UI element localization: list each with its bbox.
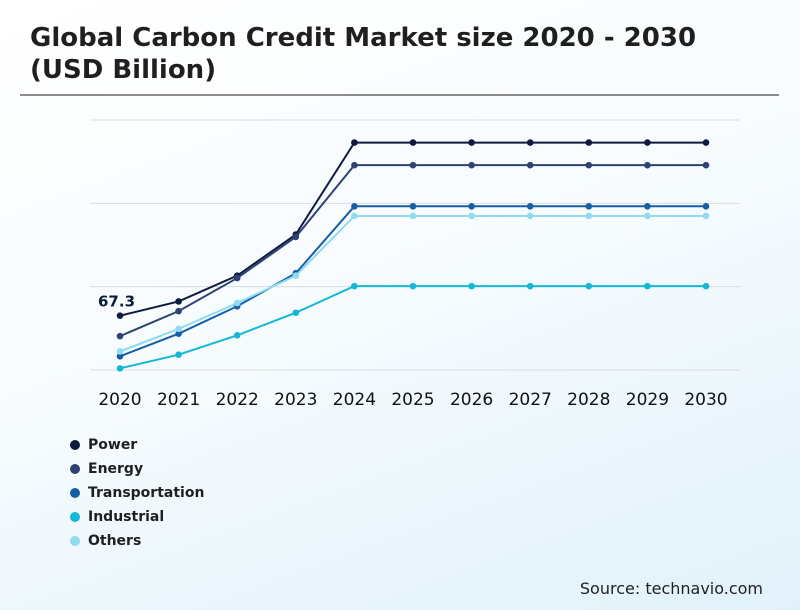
x-tick-label: 2023	[274, 390, 317, 410]
data-point-others	[526, 212, 534, 220]
legend-swatch	[70, 464, 80, 474]
data-point-others	[233, 299, 241, 307]
x-tick-label: 2021	[157, 390, 200, 410]
data-point-energy	[351, 161, 358, 169]
data-point-transportation	[351, 202, 358, 210]
data-point-industrial	[175, 351, 182, 358]
source-credit: Source: technavio.com	[579, 579, 763, 598]
legend-swatch	[70, 488, 80, 498]
data-point-transportation	[585, 202, 593, 210]
data-point-industrial	[292, 309, 300, 317]
x-tick-label: 2030	[684, 390, 727, 410]
data-point-industrial	[644, 282, 651, 290]
data-label: 67.3	[98, 293, 135, 311]
data-point-others	[351, 212, 358, 220]
x-tick-label: 2024	[333, 390, 376, 410]
chart-legend: Power Energy Transportation Industrial Other…	[70, 433, 204, 553]
data-point-transportation	[116, 352, 124, 360]
data-point-power	[175, 298, 182, 305]
data-point-power	[409, 139, 417, 146]
legend-item: Others	[70, 529, 204, 553]
series-line-power	[119, 141, 706, 317]
data-point-others	[585, 212, 593, 220]
data-point-others	[292, 272, 300, 279]
data-point-power	[116, 312, 124, 320]
data-point-others	[116, 348, 124, 355]
data-point-transportation	[468, 202, 475, 210]
data-point-industrial	[116, 365, 124, 372]
data-point-energy	[644, 161, 651, 169]
legend-swatch	[70, 440, 80, 450]
data-point-transportation	[526, 202, 534, 210]
data-point-industrial	[233, 332, 241, 339]
legend-item: Power	[70, 433, 204, 457]
x-tick-label: 2026	[450, 390, 493, 410]
data-point-others	[409, 212, 417, 220]
legend-item: Industrial	[70, 505, 204, 529]
data-point-energy	[526, 161, 534, 169]
legend-item: Transportation	[70, 481, 204, 505]
data-point-transportation	[409, 202, 417, 210]
data-point-industrial	[351, 282, 358, 290]
data-point-power	[702, 139, 710, 146]
data-point-industrial	[585, 282, 593, 290]
data-point-transportation	[702, 202, 710, 210]
data-point-energy	[702, 161, 710, 169]
data-point-industrial	[468, 282, 475, 290]
data-point-power	[585, 139, 593, 146]
legend-swatch	[70, 536, 80, 546]
data-point-energy	[409, 161, 417, 169]
data-point-industrial	[409, 282, 417, 290]
data-point-others	[175, 325, 182, 333]
x-tick-label: 2027	[509, 390, 552, 410]
legend-item: Energy	[70, 457, 204, 481]
series-line-industrial	[119, 285, 706, 370]
data-point-energy	[175, 307, 182, 315]
series-line-energy	[119, 164, 706, 338]
data-point-power	[526, 139, 534, 146]
data-point-energy	[468, 161, 475, 169]
legend-label: Industrial	[88, 509, 165, 525]
legend-label: Power	[88, 437, 138, 453]
legend-swatch	[70, 512, 80, 522]
legend-label: Others	[88, 533, 142, 549]
data-point-power	[468, 139, 475, 146]
data-point-energy	[292, 233, 300, 241]
data-point-others	[468, 212, 475, 220]
data-point-transportation	[644, 202, 651, 210]
data-point-energy	[233, 274, 241, 282]
data-point-energy	[116, 332, 124, 340]
title-divider	[20, 94, 779, 96]
data-point-transportation	[175, 330, 182, 338]
x-tick-label: 2029	[626, 390, 669, 410]
chart-title: Global Carbon Credit Market size 2020 - …	[30, 23, 697, 85]
series-line-transportation	[119, 205, 706, 358]
legend-label: Energy	[88, 461, 144, 477]
x-tick-label: 2020	[98, 390, 141, 410]
data-point-industrial	[702, 282, 710, 290]
data-point-power	[644, 139, 651, 146]
data-point-others	[702, 212, 710, 220]
x-tick-label: 2028	[567, 390, 610, 410]
data-point-industrial	[526, 282, 534, 290]
data-point-power	[351, 139, 358, 146]
legend-label: Transportation	[88, 485, 205, 501]
data-point-others	[644, 212, 651, 220]
x-tick-label: 2022	[216, 390, 259, 410]
data-point-energy	[585, 161, 593, 169]
x-tick-label: 2025	[391, 390, 434, 410]
